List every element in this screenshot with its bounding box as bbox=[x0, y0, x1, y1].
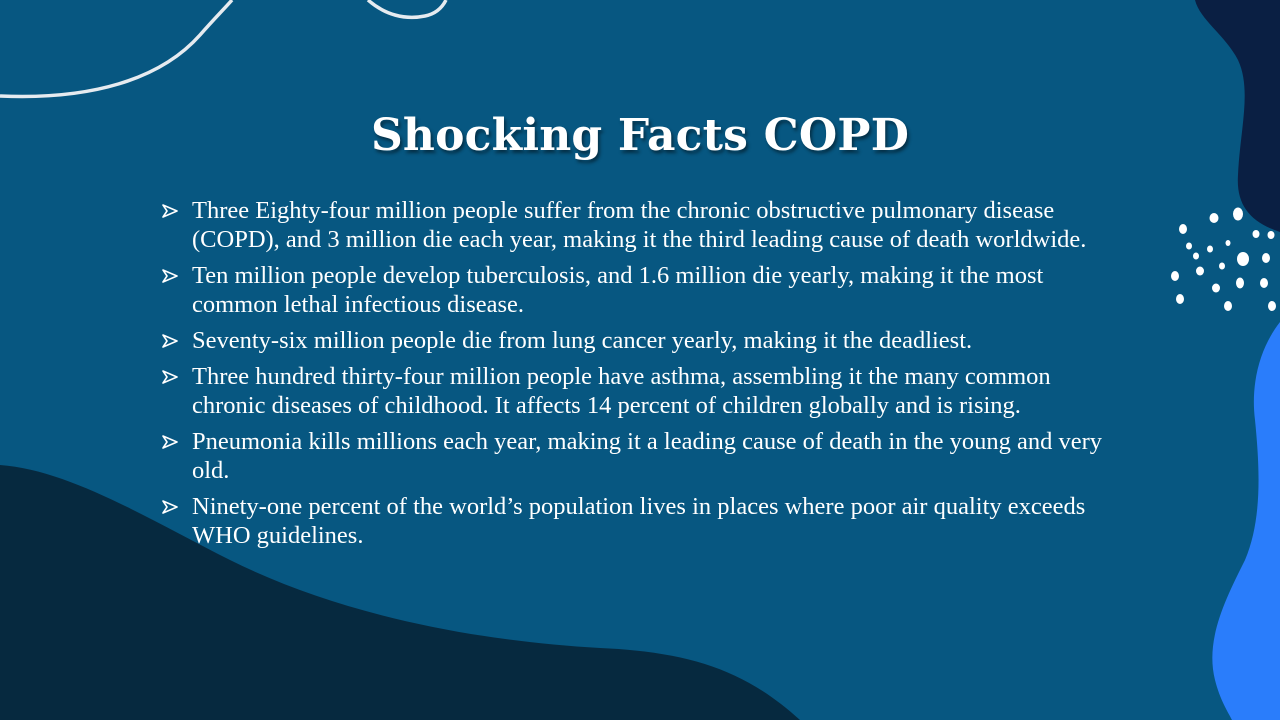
bullet-item: Ten million people develop tuberculosis,… bbox=[160, 261, 1120, 319]
bullet-item: Seventy-six million people die from lung… bbox=[160, 326, 1120, 355]
top-left-curve-line bbox=[0, 0, 234, 99]
bullet-item: Three Eighty-four million people suffer … bbox=[160, 196, 1120, 254]
bullet-text: Three Eighty-four million people suffer … bbox=[192, 197, 1087, 253]
top-right-navy-blob bbox=[1195, 0, 1280, 232]
bullet-text: Pneumonia kills millions each year, maki… bbox=[192, 428, 1103, 484]
arrowhead-bullet-icon bbox=[162, 435, 178, 449]
bullet-text: Ninety-one percent of the world’s popula… bbox=[192, 493, 1086, 549]
bullet-text: Ten million people develop tuberculosis,… bbox=[192, 262, 1044, 318]
arrowhead-bullet-icon bbox=[162, 269, 178, 283]
slide-title: Shocking Facts COPD bbox=[370, 110, 910, 161]
bullet-text: Seventy-six million people die from lung… bbox=[192, 327, 973, 354]
arrowhead-bullet-icon bbox=[162, 334, 178, 348]
arrowhead-bullet-icon bbox=[162, 370, 178, 384]
bottom-left-dark-blob bbox=[0, 465, 800, 720]
bullet-item: Pneumonia kills millions each year, maki… bbox=[160, 427, 1120, 485]
bullet-item: Ninety-one percent of the world’s popula… bbox=[160, 492, 1120, 550]
bullet-item: Three hundred thirty-four million people… bbox=[160, 362, 1120, 420]
arrowhead-bullet-icon bbox=[162, 204, 178, 218]
top-center-curve-line bbox=[366, 0, 448, 20]
arrowhead-bullet-icon bbox=[162, 500, 178, 514]
right-bright-blue-blob bbox=[1212, 322, 1280, 720]
dots-decoration bbox=[1171, 207, 1276, 311]
bullet-text: Three hundred thirty-four million people… bbox=[192, 363, 1051, 419]
facts-bullet-list: Three Eighty-four million people suffer … bbox=[160, 196, 1120, 557]
